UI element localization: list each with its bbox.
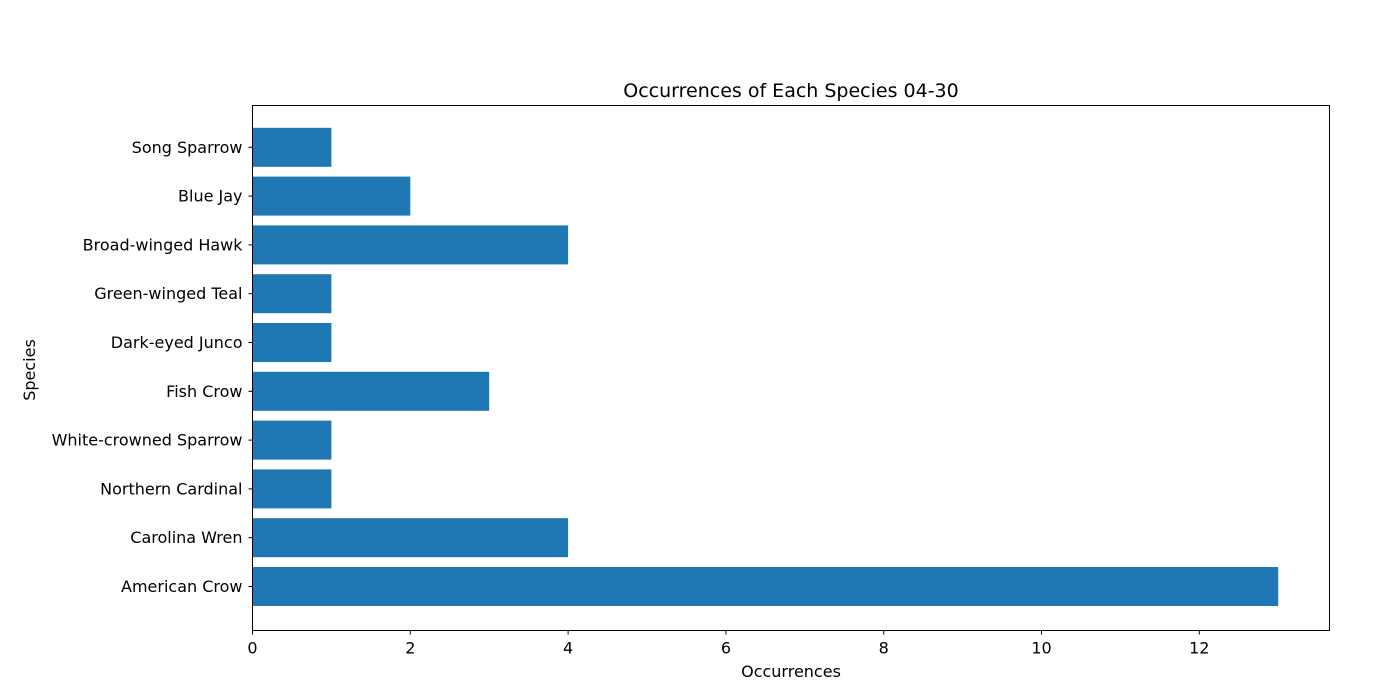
bar-fish-crow <box>252 371 490 411</box>
x-tick-label: 12 <box>1189 639 1209 658</box>
x-tick-label: 10 <box>1031 639 1051 658</box>
x-tick-label: 4 <box>563 639 573 658</box>
x-axis: 0 2 4 6 8 10 12 <box>247 630 1209 658</box>
bar-northern-cardinal <box>252 469 332 509</box>
y-tick-label: Song Sparrow <box>132 138 243 157</box>
bar-song-sparrow <box>252 127 332 167</box>
bar-dark-eyed-junco <box>252 323 332 362</box>
y-axis-label: Species <box>20 339 39 401</box>
bars-layer <box>252 127 1279 606</box>
y-tick-label: Dark-eyed Junco <box>111 333 243 352</box>
bar-carolina-wren <box>252 518 569 558</box>
x-axis-label: Occurrences <box>741 662 841 681</box>
bar-green-winged-teal <box>252 274 332 314</box>
y-tick-label: Blue Jay <box>178 187 242 206</box>
bar-broad-winged-hawk <box>252 225 569 265</box>
chart-title: Occurrences of Each Species 04-30 <box>623 80 958 102</box>
y-axis: American Crow Carolina Wren Northern Cardi… <box>52 138 253 596</box>
y-tick-label: Northern Cardinal <box>100 479 242 498</box>
bar-american-crow <box>252 567 1279 606</box>
y-tick-label: American Crow <box>121 577 243 596</box>
x-tick-label: 8 <box>879 639 889 658</box>
y-tick-label: White-crowned Sparrow <box>52 431 243 450</box>
x-tick-label: 2 <box>405 639 415 658</box>
y-tick-label: Fish Crow <box>166 382 242 401</box>
y-tick-label: Broad-winged Hawk <box>83 235 244 254</box>
x-tick-label: 6 <box>721 639 731 658</box>
x-tick-label: 0 <box>247 639 257 658</box>
bar-white-crowned-sparrow <box>252 420 332 460</box>
bar-blue-jay <box>252 176 411 216</box>
y-tick-label: Green-winged Teal <box>94 284 242 303</box>
plot-frame <box>252 105 1330 631</box>
y-tick-label: Carolina Wren <box>130 528 242 547</box>
